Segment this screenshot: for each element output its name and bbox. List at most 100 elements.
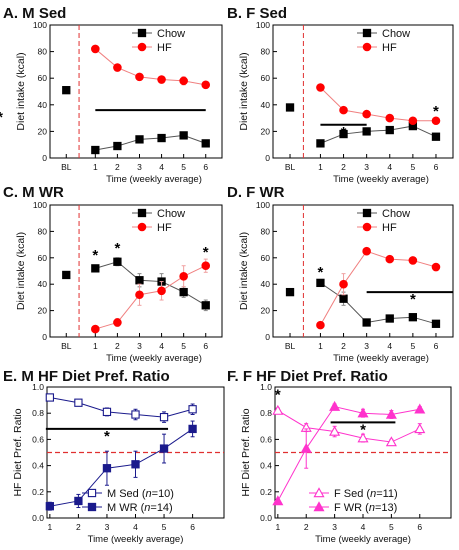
- y-tick-label: 0.8: [32, 408, 44, 418]
- series-line: [95, 265, 206, 330]
- x-tick-label: BL: [61, 341, 72, 351]
- data-point: [157, 75, 166, 84]
- x-tick-label: 6: [434, 162, 439, 172]
- data-point: [414, 403, 426, 414]
- y-tick-label: 100: [256, 200, 270, 210]
- series-1: [272, 400, 426, 506]
- x-tick-label: 4: [159, 341, 164, 351]
- x-tick-label: 6: [417, 522, 422, 532]
- y-tick-label: 80: [261, 226, 271, 236]
- data-point: [135, 276, 144, 285]
- series-0: [316, 278, 441, 328]
- significance-star: *: [275, 386, 281, 403]
- y-tick-label: 60: [38, 253, 48, 263]
- significance-star: *: [341, 124, 347, 141]
- legend-marker: [137, 28, 147, 38]
- x-tick-label: 4: [361, 522, 366, 532]
- data-point: [188, 424, 197, 434]
- data-point: [431, 262, 441, 272]
- plot-frame: [272, 204, 454, 338]
- legend-item: HF: [357, 42, 397, 54]
- data-point: [316, 278, 325, 288]
- data-point: [272, 495, 284, 506]
- y-tick-label: 0: [42, 153, 47, 163]
- y-tick-label: 0.8: [260, 408, 272, 418]
- data-point: [357, 407, 369, 418]
- data-point: [74, 398, 83, 407]
- data-point: [339, 129, 348, 139]
- series-line: [49, 396, 193, 418]
- x-tick-label: 3: [364, 341, 369, 351]
- data-point: [45, 393, 55, 402]
- data-point: [385, 254, 395, 264]
- legend: F Sed (n=11)F WR (n=13): [309, 487, 398, 514]
- data-point: [157, 286, 166, 296]
- significance-star: *: [104, 428, 110, 445]
- series-1: [316, 83, 441, 126]
- panel-b: B. F Sed 0 20 40 60 80 100 BL 1 2 3 4 5 6 Time (weekly…: [227, 5, 454, 185]
- x-axis-label: Time (weekly average): [333, 174, 429, 185]
- data-point: [431, 116, 441, 126]
- data-point: [179, 76, 188, 86]
- significance-star: *: [203, 244, 209, 261]
- y-tick-label: 100: [33, 20, 47, 30]
- data-point: [91, 145, 100, 155]
- legend-item: HF: [357, 222, 397, 234]
- data-point: [316, 320, 325, 330]
- data-point: [329, 425, 341, 436]
- legend-label: HF: [382, 42, 397, 54]
- x-tick-label: 1: [275, 522, 280, 532]
- series-1: [91, 44, 211, 90]
- x-tick-label: 5: [410, 341, 415, 351]
- x-tick-label: 1: [93, 162, 98, 172]
- legend-label-prefix: F WR (: [334, 502, 369, 514]
- x-tick-label: 3: [137, 341, 142, 351]
- plot-frame: [49, 204, 223, 338]
- x-tick-label: BL: [285, 162, 296, 172]
- data-point: [135, 72, 144, 82]
- series-0: [272, 404, 426, 447]
- x-tick-label: 4: [387, 162, 392, 172]
- legend-item: M Sed (n=10): [82, 488, 174, 500]
- significance-star: *: [433, 103, 439, 120]
- legend-item: F WR (n=13): [309, 501, 397, 514]
- x-tick-label: 4: [159, 162, 164, 172]
- data-point: [135, 290, 144, 300]
- series-line: [320, 87, 436, 122]
- series-line: [95, 48, 206, 86]
- series-0: [91, 131, 210, 155]
- series-line: [319, 250, 437, 326]
- y-tick-label: 20: [38, 126, 48, 136]
- y-tick-label: 0.6: [32, 434, 44, 444]
- legend-marker: [87, 488, 97, 498]
- x-tick-label: BL: [61, 162, 72, 172]
- panel-title: D. F WR: [227, 184, 285, 201]
- legend-label-suffix: =11): [376, 488, 398, 500]
- y-tick-label: 40: [38, 100, 48, 110]
- y-tick-label: 0: [265, 153, 270, 163]
- x-axis-label: Time (weekly average): [106, 174, 202, 185]
- legend-marker: [87, 502, 97, 512]
- x-tick-label: 2: [341, 341, 346, 351]
- x-tick-label: 5: [181, 341, 186, 351]
- legend-label: M Sed (n=10): [107, 488, 174, 500]
- legend-marker: [313, 501, 325, 512]
- legend-marker: [137, 42, 147, 52]
- x-tick-label: 5: [162, 522, 167, 532]
- legend: Chow HF: [132, 208, 185, 234]
- data-point: [91, 324, 100, 334]
- legend-marker: [362, 222, 372, 232]
- y-tick-label: 0.0: [260, 513, 272, 523]
- y-tick-label: 80: [38, 226, 48, 236]
- y-tick-label: 0: [265, 332, 270, 342]
- legend: Chow HF: [357, 208, 410, 234]
- x-tick-label: 1: [93, 341, 98, 351]
- x-tick-label: 1: [318, 341, 323, 351]
- data-point: [339, 294, 348, 303]
- legend-item: Chow: [132, 28, 185, 40]
- data-point: [357, 432, 369, 443]
- data-point: [201, 261, 211, 271]
- legend-marker: [313, 487, 325, 498]
- y-tick-label: 100: [33, 200, 47, 210]
